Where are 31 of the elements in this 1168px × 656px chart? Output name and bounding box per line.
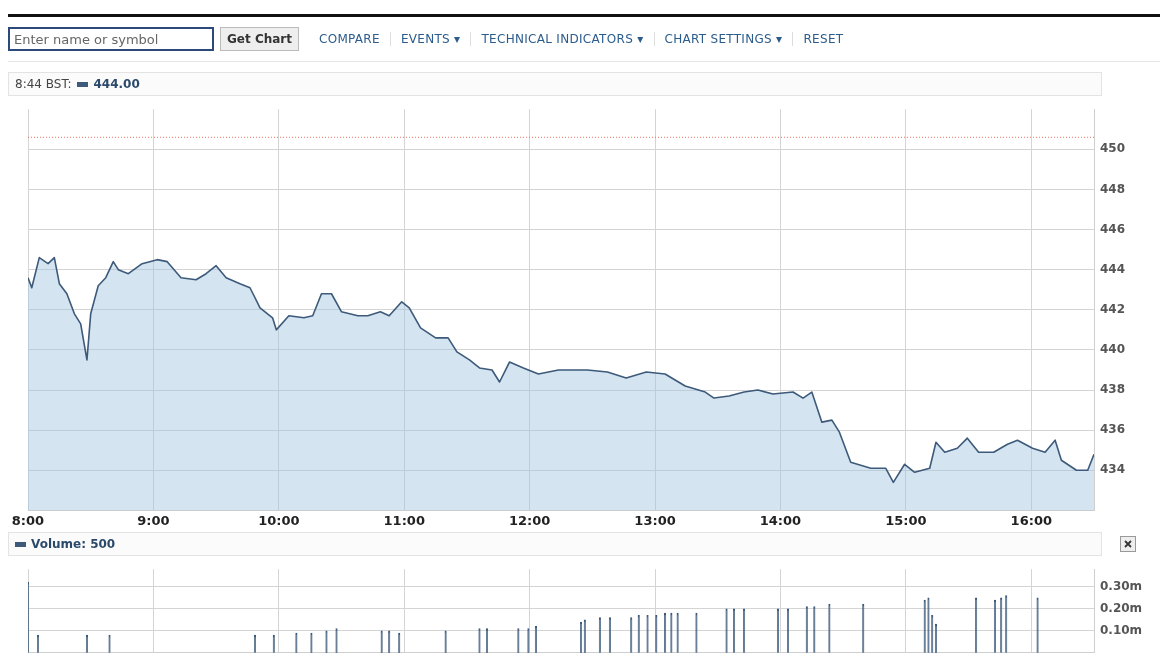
x-tick-label: 10:00 <box>258 512 300 528</box>
y-tick-label: 442 <box>1100 301 1126 316</box>
x-tick-label: 9:00 <box>137 512 170 528</box>
chart-subtitle: 8:44 BST: <box>15 77 72 91</box>
x-tick-label: 8:00 <box>11 512 45 528</box>
x-tick-label: 14:00 <box>759 512 802 528</box>
x-tick-label: 13:00 <box>634 512 676 528</box>
x-tick-label: 16:00 <box>1010 512 1052 528</box>
text: RESET <box>792 32 854 46</box>
y-tick-label: 0.30m <box>1100 578 1143 593</box>
y-tick-label: 438 <box>1100 382 1126 397</box>
x-tick-label: 15:00 <box>885 512 927 528</box>
text: COMPARE <box>318 32 381 46</box>
y-tick-label: 0.20m <box>1100 600 1143 615</box>
y-tick-label: 434 <box>1100 462 1126 477</box>
y-tick-label: 444 <box>1100 261 1126 276</box>
y-tick-label: 450 <box>1100 141 1126 156</box>
y-tick-label: 446 <box>1100 221 1126 236</box>
y-tick-label: 436 <box>1100 422 1126 437</box>
text: TECHNICAL INDICATORS ▾ <box>470 32 654 46</box>
legend-label: Volume: 500 <box>31 537 116 551</box>
y-tick-label: 440 <box>1100 342 1126 357</box>
y-tick-label: 0.10m <box>1100 622 1143 637</box>
text: Enter name or symbol <box>8 27 214 51</box>
text: CHART SETTINGS ▾ <box>653 32 793 46</box>
x-tick-label: 12:00 <box>508 512 551 528</box>
x-tick-label: 11:00 <box>383 512 425 528</box>
text: EVENTS ▾ <box>389 32 471 46</box>
text: Get Chart <box>220 27 300 51</box>
y-tick-label: 448 <box>1100 181 1126 196</box>
legend-label: 444.00 <box>93 77 140 91</box>
